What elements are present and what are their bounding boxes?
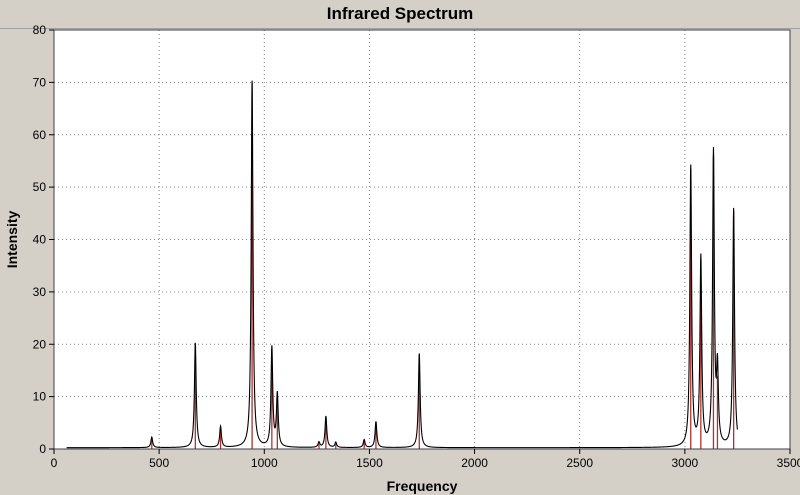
y-tick-label: 80 xyxy=(33,23,47,37)
x-axis-label: Frequency xyxy=(387,478,458,494)
x-tick-label: 2500 xyxy=(566,456,593,470)
x-tick-label: 0 xyxy=(51,456,58,470)
x-tick-label: 2000 xyxy=(461,456,488,470)
y-tick-label: 40 xyxy=(33,233,47,247)
x-tick-label: 500 xyxy=(149,456,169,470)
chart-title-bar: Infrared Spectrum xyxy=(0,0,800,29)
spectrum-line xyxy=(66,80,738,449)
chart-title: Infrared Spectrum xyxy=(326,4,474,23)
x-tick-label: 1000 xyxy=(251,456,278,470)
y-tick-label: 30 xyxy=(33,285,47,299)
y-axis-label: Intensity xyxy=(4,211,20,269)
y-tick-label: 50 xyxy=(33,180,47,194)
y-tick-label: 70 xyxy=(33,75,47,89)
y-tick-label: 20 xyxy=(33,337,47,351)
y-tick-label: 60 xyxy=(33,128,47,142)
y-tick-label: 10 xyxy=(33,390,47,404)
x-tick-label: 1500 xyxy=(356,456,383,470)
x-tick-label: 3000 xyxy=(672,456,699,470)
y-tick-label: 0 xyxy=(39,442,46,456)
